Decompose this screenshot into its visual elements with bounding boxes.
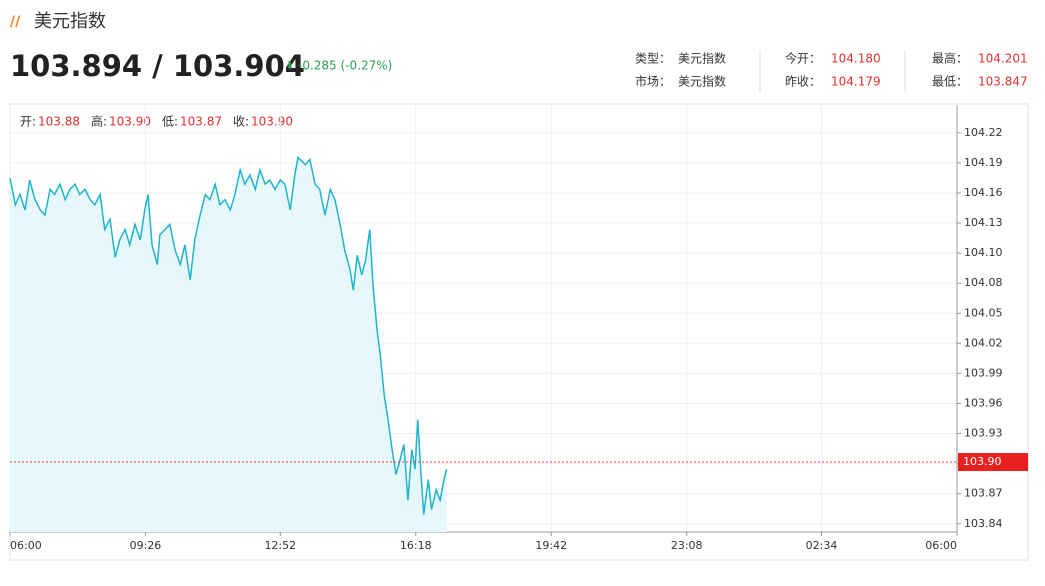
x-tick-label: 12:52 bbox=[264, 539, 296, 552]
x-tick-label: 23:08 bbox=[671, 539, 703, 552]
y-tick-label: 104.08 bbox=[964, 276, 1003, 289]
title: 美元指数 bbox=[34, 11, 106, 32]
info-value: 104.201 bbox=[978, 52, 1028, 66]
y-tick-label: 103.99 bbox=[964, 366, 1003, 379]
ohlc-label: 高: bbox=[91, 114, 107, 129]
last-price-label: 103.90 bbox=[963, 455, 1002, 468]
ohlc-value: 103.87 bbox=[180, 115, 222, 129]
price: 103.894 / 103.904 bbox=[10, 49, 305, 83]
y-tick-label: 103.96 bbox=[964, 396, 1003, 409]
ohlc-value: 103.90 bbox=[251, 115, 293, 129]
y-tick-label: 103.93 bbox=[964, 427, 1003, 440]
x-tick-label: 06:00 bbox=[925, 539, 957, 552]
y-tick-label: 103.84 bbox=[964, 517, 1003, 530]
info-value: 104.179 bbox=[831, 75, 881, 89]
down-arrow: ⬇ bbox=[285, 59, 294, 72]
ohlc-label: 低: bbox=[162, 115, 178, 129]
y-tick-label: 104.02 bbox=[964, 336, 1003, 349]
line bbox=[9, 155, 448, 515]
y-tick-label: 104.13 bbox=[964, 216, 1003, 229]
info-label: 今开： bbox=[785, 51, 821, 66]
last-price-box bbox=[958, 453, 1028, 472]
info-label: 最高： bbox=[932, 51, 968, 66]
x-tick-label: 19:42 bbox=[535, 539, 567, 552]
y-tick-label: 104.22 bbox=[964, 126, 1003, 139]
x-tick-label: 16:18 bbox=[400, 539, 432, 552]
ohlc-value: 103.90 bbox=[109, 115, 151, 129]
ohlc-value: 103.88 bbox=[38, 115, 80, 129]
info-label: 最低： bbox=[932, 75, 968, 89]
x-tick-label: 09:26 bbox=[130, 539, 162, 552]
info-value: 美元指数 bbox=[678, 51, 726, 66]
y-tick-label: 104.05 bbox=[964, 306, 1003, 319]
x-tick-label: 02:34 bbox=[806, 539, 838, 552]
x-tick-label: 06:00 bbox=[10, 539, 42, 552]
y-tick-label: 104.16 bbox=[964, 186, 1003, 199]
icon: // bbox=[10, 14, 21, 30]
ohlc-label: 开: bbox=[20, 115, 36, 129]
info-label: 类型： bbox=[635, 52, 671, 66]
info-label: 市场： bbox=[635, 74, 671, 89]
change: -0.285 (-0.27%) bbox=[298, 59, 392, 73]
info-value: 美元指数 bbox=[678, 74, 726, 89]
info-label: 昨收： bbox=[785, 75, 821, 89]
ohlc-label: 收: bbox=[233, 115, 249, 129]
area bbox=[10, 157, 447, 532]
y-tick-label: 104.10 bbox=[964, 246, 1003, 259]
info-value: 103.847 bbox=[978, 75, 1028, 89]
info-value: 104.180 bbox=[831, 52, 881, 66]
y-tick-label: 104.19 bbox=[964, 156, 1003, 169]
y-tick-label: 103.87 bbox=[964, 487, 1003, 500]
